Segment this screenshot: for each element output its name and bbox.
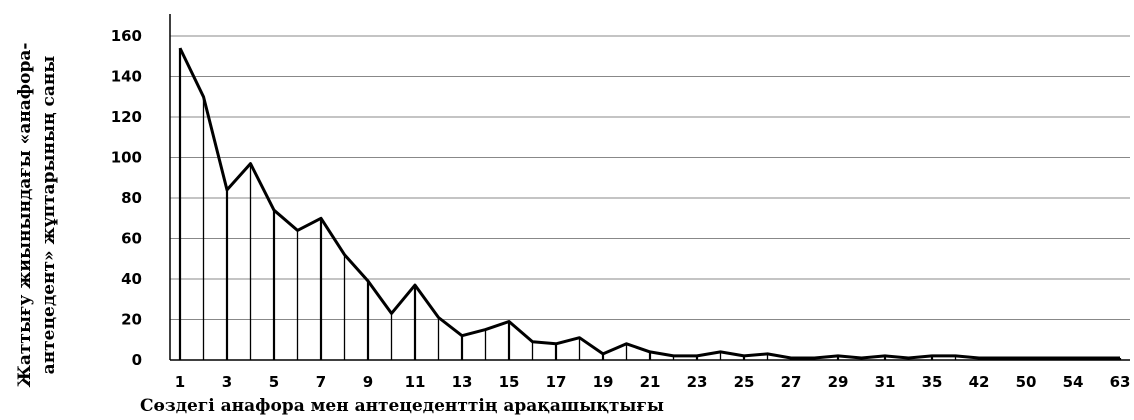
x-tick-labels: 1 3 5 7 9 11 13 15 17 19 21 23 25 27 29 31 35 42 50 54 63 bbox=[175, 373, 1131, 391]
y-tick-label: 80 bbox=[121, 189, 142, 207]
x-tick-label: 5 bbox=[269, 373, 279, 391]
x-tick-label: 50 bbox=[1016, 373, 1037, 391]
x-tick-label: 21 bbox=[640, 373, 661, 391]
x-tick-label: 63 bbox=[1110, 373, 1131, 391]
y-axis-title-line-2: антецедент» жұптарының саны bbox=[39, 56, 59, 375]
x-tick-label: 17 bbox=[546, 373, 567, 391]
y-tick-label: 0 bbox=[132, 351, 142, 369]
x-tick-label: 3 bbox=[222, 373, 232, 391]
x-tick-label: 23 bbox=[687, 373, 708, 391]
grid-lines bbox=[170, 35, 1130, 320]
y-tick-label: 40 bbox=[121, 270, 142, 288]
y-tick-label: 160 bbox=[111, 27, 142, 45]
y-tick-label: 100 bbox=[111, 149, 142, 167]
x-axis-title: Сөздегі анафора мен антецеденттің арақаш… bbox=[140, 396, 664, 416]
y-tick-labels: 0 20 40 60 80 100 120 140 160 bbox=[111, 27, 142, 369]
x-tick-label: 35 bbox=[922, 373, 943, 391]
y-tick-label: 120 bbox=[111, 108, 142, 126]
x-tick-label: 29 bbox=[828, 373, 849, 391]
x-tick-label: 25 bbox=[734, 373, 755, 391]
series-line bbox=[178, 47, 1120, 360]
x-tick-label: 19 bbox=[593, 373, 614, 391]
x-tick-label: 27 bbox=[781, 373, 802, 391]
x-tick-label: 54 bbox=[1063, 373, 1084, 391]
x-tick-label: 11 bbox=[405, 373, 426, 391]
y-tick-label: 20 bbox=[121, 311, 142, 329]
x-tick-label: 7 bbox=[316, 373, 326, 391]
x-tick-label: 15 bbox=[499, 373, 520, 391]
x-tick-label: 31 bbox=[875, 373, 896, 391]
x-tick-label: 42 bbox=[969, 373, 990, 391]
value-stems bbox=[178, 48, 1122, 360]
x-tick-label: 9 bbox=[363, 373, 373, 391]
y-tick-label: 140 bbox=[111, 68, 142, 86]
x-tick-label: 13 bbox=[452, 373, 473, 391]
y-axis-title-line-1: Жаттығу жиынындағы «анафора- bbox=[15, 43, 35, 388]
x-tick-label: 1 bbox=[175, 373, 185, 391]
y-tick-label: 60 bbox=[121, 230, 142, 248]
